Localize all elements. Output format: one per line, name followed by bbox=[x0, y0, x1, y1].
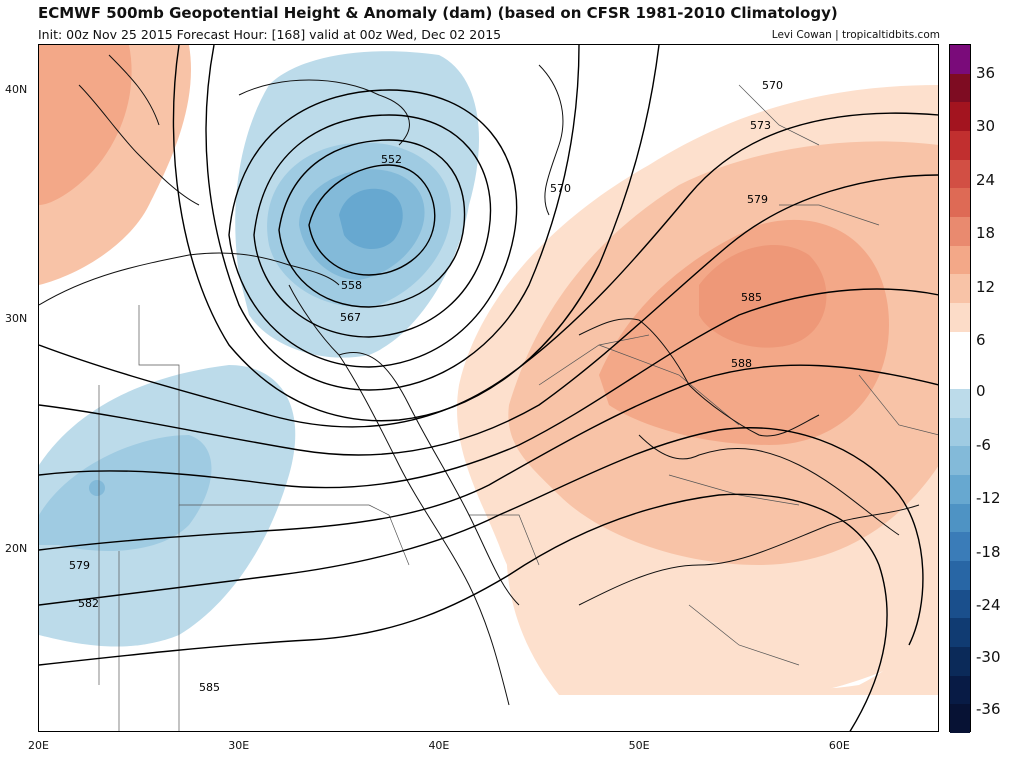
colorbar-segment bbox=[950, 475, 970, 505]
colorbar-segment bbox=[950, 45, 970, 75]
colorbar-label: 36 bbox=[976, 64, 996, 82]
coastlines bbox=[39, 54, 920, 706]
positive-anomaly-core bbox=[699, 245, 827, 348]
colorbar-label: 6 bbox=[976, 331, 986, 349]
map-title: ECMWF 500mb Geopotential Height & Anomal… bbox=[38, 4, 838, 22]
colorbar-segment bbox=[950, 675, 970, 705]
longitude-label: 30E bbox=[228, 739, 250, 752]
colorbar-segment bbox=[950, 589, 970, 619]
contour-label: 585 bbox=[199, 681, 220, 694]
colorbar-segment bbox=[950, 131, 970, 161]
colorbar-segment bbox=[950, 245, 970, 275]
colorbar-segment bbox=[950, 503, 970, 533]
colorbar-segment bbox=[950, 274, 970, 304]
borders bbox=[98, 84, 938, 731]
contour-label: 579 bbox=[747, 193, 768, 206]
contour-label: 567 bbox=[340, 311, 361, 324]
colorbar-segment bbox=[950, 532, 970, 562]
colorbar-segment bbox=[950, 704, 970, 734]
contour-label: 573 bbox=[750, 119, 771, 132]
colorbar-segment bbox=[950, 446, 970, 476]
credit-line: Levi Cowan | tropicaltidbits.com bbox=[771, 29, 940, 41]
contour-label: 552 bbox=[381, 153, 402, 166]
colorbar-segment bbox=[950, 188, 970, 218]
colorbar-segment bbox=[950, 159, 970, 189]
colorbar-segment bbox=[950, 417, 970, 447]
colorbar-label: -6 bbox=[976, 436, 991, 454]
longitude-label: 40E bbox=[428, 739, 450, 752]
colorbar-segment bbox=[950, 73, 970, 103]
colorbar-label: -36 bbox=[976, 700, 1001, 718]
forecast-info: Init: 00z Nov 25 2015 Forecast Hour: [16… bbox=[38, 27, 502, 42]
latitude-label: 40N bbox=[5, 82, 28, 96]
contour-labels: 552 558 567 570 570 573 579 579 582 585 585 588 bbox=[69, 79, 783, 694]
contour-label: 579 bbox=[69, 559, 90, 572]
height-contours bbox=[39, 45, 938, 731]
colorbar-segment bbox=[950, 647, 970, 677]
negative-anomaly-core bbox=[339, 188, 403, 250]
contour-label: 585 bbox=[741, 291, 762, 304]
longitude-label: 60E bbox=[828, 739, 850, 752]
colorbar-label: 0 bbox=[976, 382, 986, 400]
longitude-label: 50E bbox=[628, 739, 650, 752]
latitude-label: 30N bbox=[5, 312, 28, 326]
colorbar-segment bbox=[950, 217, 970, 247]
contour-label: 570 bbox=[762, 79, 783, 92]
contour-label: 558 bbox=[341, 279, 362, 292]
positive-anomaly-south bbox=[506, 515, 938, 695]
colorbar-segment bbox=[950, 102, 970, 132]
contour-label: 582 bbox=[78, 597, 99, 610]
contour-label: 570 bbox=[550, 182, 571, 195]
colorbar-label: -18 bbox=[976, 543, 1001, 561]
forecast-map[interactable]: 552 558 567 570 570 573 579 579 582 585 585 588 bbox=[38, 44, 939, 732]
colorbar-segment bbox=[950, 303, 970, 333]
colorbar-label: -24 bbox=[976, 596, 1001, 614]
colorbar-segment bbox=[950, 360, 970, 390]
anomaly-colorbar bbox=[949, 44, 971, 734]
colorbar-label: -12 bbox=[976, 489, 1001, 507]
colorbar-label: -30 bbox=[976, 648, 1001, 666]
colorbar-segment bbox=[950, 389, 970, 419]
colorbar-segment bbox=[950, 561, 970, 591]
colorbar-label: 24 bbox=[976, 171, 996, 189]
negative-anomaly-sahara-inner bbox=[39, 435, 212, 551]
latitude-label: 20N bbox=[5, 541, 28, 555]
positive-anomaly-northwest-inner bbox=[39, 45, 132, 205]
colorbar-label: 12 bbox=[976, 278, 996, 296]
colorbar-segment bbox=[950, 618, 970, 648]
map-canvas: 552 558 567 570 570 573 579 579 582 585 585 588 bbox=[39, 45, 938, 731]
negative-anomaly-sahara-core bbox=[89, 480, 105, 496]
contour-label: 588 bbox=[731, 357, 752, 370]
longitude-label: 20E bbox=[28, 739, 49, 752]
colorbar-label: 18 bbox=[976, 224, 996, 242]
colorbar-segment bbox=[950, 331, 970, 361]
colorbar-label: 30 bbox=[976, 117, 996, 135]
